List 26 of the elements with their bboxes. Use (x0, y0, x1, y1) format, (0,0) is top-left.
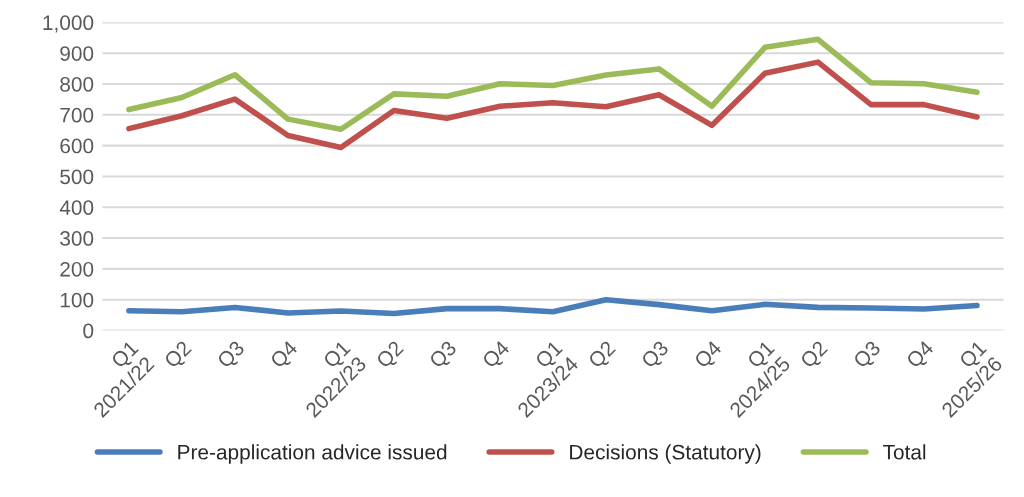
y-tick-label: 300 (60, 231, 94, 246)
legend-label: Total (883, 444, 926, 460)
x-tick-label: Q2 (375, 339, 407, 372)
y-tick-label: 700 (60, 107, 94, 123)
y-tick-label: 500 (60, 169, 94, 185)
x-tick-label: Q3 (640, 339, 672, 372)
x-tick-label: Q4 (693, 339, 726, 372)
y-tick-label: 800 (60, 76, 94, 92)
x-tick-label: Q3 (428, 339, 460, 372)
x-tick-label: Q4 (481, 339, 513, 372)
y-tick-label: 600 (60, 138, 94, 154)
x-tick-label: Q3 (852, 339, 884, 372)
y-tick-label: 400 (59, 200, 94, 215)
y-tick-label: 900 (60, 46, 94, 61)
x-tick-label: Q4 (905, 339, 938, 372)
y-tick-label: 100 (60, 292, 94, 308)
legend-label: Decisions (Statutory) (570, 444, 761, 464)
x-tick-label: Q2 (799, 339, 831, 372)
y-tick-label: 0 (83, 323, 94, 339)
x-tick-label: Q2 (163, 339, 195, 372)
x-tick-label: Q2 (587, 339, 619, 372)
y-tick-label: 200 (60, 261, 94, 277)
legend-label: Pre-application advice issued (178, 444, 447, 464)
x-tick-label: Q4 (269, 339, 301, 372)
y-tick-label: 1,000 (43, 15, 94, 33)
x-tick-label: Q3 (216, 339, 248, 372)
